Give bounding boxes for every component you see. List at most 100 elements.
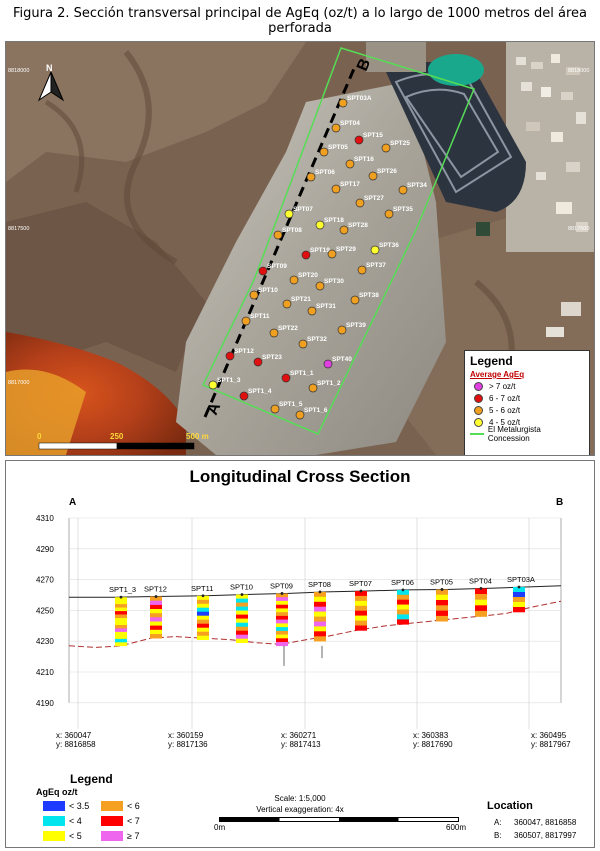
grade-interval [513,592,525,598]
map-drill-hole [355,198,365,208]
grade-interval [397,614,409,620]
grade-interval [314,626,326,632]
section-legend-label: < 3.5 [69,801,90,811]
map-drill-hole-label: SPT40 [332,356,352,363]
map-legend-label: > 7 oz/t [489,381,516,391]
map-drill-hole-label: SPT19 [310,247,330,254]
grade-interval [475,594,487,600]
grade-interval [197,607,209,612]
bottom-coord-x: x: 360495 [531,731,567,740]
map-drill-hole-label: SPT32 [307,336,327,343]
section-grid [68,517,562,729]
vertical-exaggeration: Vertical exaggeration: 4x [256,805,344,814]
map-drill-hole [282,299,292,309]
location-title: Location [487,800,533,812]
north-label: N [46,63,53,73]
collar-marker [318,590,322,594]
section-legend-label: < 7 [127,816,140,826]
elevation-tick-label: 4190 [36,699,54,708]
map-drill-hole [295,410,305,420]
grade-interval [397,609,409,615]
grade-interval [276,597,288,602]
map-drill-hole [315,220,325,230]
grade-interval [197,627,209,632]
map-legend-label: 6 - 7 oz/t [489,393,521,403]
collar-marker [154,595,158,598]
grade-interval [236,618,248,623]
bottom-coord-y: y: 8817967 [531,740,571,749]
grade-interval [150,609,162,614]
section-hole-label: SPT12 [144,585,167,594]
section-title: Longitudinal Cross Section [189,467,411,486]
section-hole-label: SPT08 [308,580,331,589]
section-legend-row: < 5 [43,831,82,841]
section-end-label: B [556,497,563,508]
map-legend-subtitle: Average AgEq [470,370,525,379]
map-drill-hole-label: SPT38 [359,292,379,299]
map-drill-hole [239,391,249,401]
grade-interval [150,634,162,639]
map-drill-hole-label: SPT08 [282,227,302,234]
legend-dot-icon [474,405,483,415]
scale-text: Scale: 1:5,000 [274,794,326,803]
grade-interval [397,599,409,605]
map-legend-row: 4 - 5 oz/t [470,416,584,428]
map-drill-hole-label: SPT1_3 [217,377,241,384]
section-hole-label: SPT1_3 [109,585,136,594]
map-legend-row: El Metalurgista Concession [470,425,584,443]
section-legend-title: Legend [70,772,113,786]
map-coord-label: 8817500 [568,226,589,232]
map-drill-hole [357,265,367,275]
grade-interval [355,615,367,621]
map-drill-hole-label: SPT36 [379,242,399,249]
legend-swatch [101,801,123,811]
grade-interval [197,615,209,620]
grade-interval [475,588,487,595]
map-drill-hole-label: SPT09 [267,263,287,270]
map-drill-hole-label: SPT37 [366,262,386,269]
map-drill-hole-label: SPT1_2 [317,380,341,387]
map-drill-hole-label: SPT11 [250,313,270,320]
map-drill-hole [350,295,360,305]
grade-interval [276,627,288,632]
map-drill-hole-label: SPT22 [278,325,298,332]
map-drill-hole [381,143,391,153]
map-drill-hole [281,373,291,383]
grade-interval [314,601,326,607]
grade-interval [513,607,525,613]
collar-marker [280,592,284,595]
map-legend-row: > 7 oz/t [470,380,584,392]
grade-interval [276,600,288,605]
map-drill-hole [337,325,347,335]
grade-interval [513,597,525,603]
grade-interval [150,625,162,631]
map-drill-hole-label: SPT12 [234,348,254,355]
legend-swatch [101,831,123,841]
map-legend-title: Legend [470,354,513,368]
scale-label: 0 [37,432,42,441]
bottom-coord-x: x: 360047 [56,731,92,740]
map-drill-hole [331,123,341,133]
section-hole-label: SPT11 [191,584,213,593]
map-drill-hole [308,383,318,393]
ridge-line [123,50,178,265]
map-drill-hole [319,147,329,157]
elevation-tick-label: 4310 [36,514,54,523]
bottom-coord-x: x: 360271 [281,731,317,740]
concession-boundary [201,47,476,435]
grade-interval [236,602,248,607]
grade-interval [115,635,127,640]
map-drill-hole-label: SPT18 [324,217,344,224]
concession-line-swatch [470,433,484,435]
map-legend-label: 5 - 6 oz/t [489,405,521,415]
section-legend-label: < 4 [69,816,82,826]
grade-interval [150,629,162,635]
grade-interval [115,614,127,619]
grade-interval [115,628,127,633]
map-drill-hole [301,250,311,260]
map-drill-hole-label: SPT27 [364,195,384,202]
map-drill-hole-label: SPT07 [293,206,313,213]
town-buildings [516,54,588,337]
map-drill-hole [306,172,316,182]
